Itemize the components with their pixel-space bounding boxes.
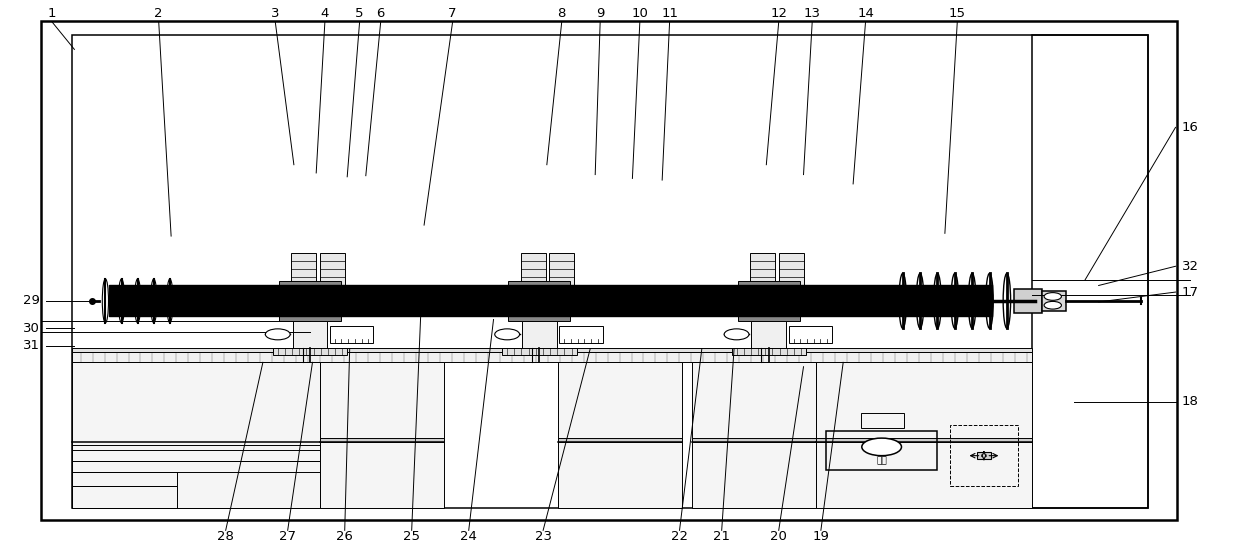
Text: 11: 11: [661, 7, 678, 20]
Bar: [72, 472, 177, 486]
Bar: [508, 281, 570, 321]
Text: 控制: 控制: [877, 456, 887, 465]
Bar: [750, 253, 775, 285]
Text: 27: 27: [279, 530, 296, 544]
Text: 20: 20: [770, 530, 787, 544]
Text: 12: 12: [770, 7, 787, 20]
Bar: [861, 413, 904, 428]
Bar: [502, 348, 577, 355]
Bar: [1042, 291, 1066, 311]
Bar: [692, 438, 816, 442]
Circle shape: [495, 329, 520, 340]
Text: 15: 15: [949, 7, 966, 20]
Text: 30: 30: [22, 322, 40, 335]
Bar: [522, 321, 557, 348]
Bar: [279, 281, 341, 321]
Bar: [1032, 35, 1148, 508]
Bar: [320, 253, 345, 285]
Text: 18: 18: [1182, 395, 1199, 408]
Text: 14: 14: [857, 7, 874, 20]
Bar: [816, 438, 1032, 442]
Bar: [751, 321, 786, 348]
Text: 6: 6: [377, 7, 384, 20]
Bar: [72, 362, 320, 508]
Bar: [320, 362, 444, 508]
Text: 32: 32: [1182, 260, 1199, 273]
Text: 8: 8: [558, 7, 565, 20]
Text: 1: 1: [48, 7, 56, 20]
Bar: [732, 348, 806, 355]
Bar: [72, 461, 320, 472]
Bar: [521, 253, 546, 285]
Bar: [72, 348, 1032, 352]
Text: 17: 17: [1182, 285, 1199, 299]
Text: 9: 9: [596, 7, 604, 20]
Text: 10: 10: [631, 7, 649, 20]
Text: 7: 7: [449, 7, 456, 20]
Bar: [72, 35, 1148, 508]
Circle shape: [1044, 293, 1061, 300]
Bar: [558, 362, 682, 508]
Bar: [826, 431, 937, 470]
Bar: [789, 326, 832, 343]
Bar: [320, 438, 444, 442]
Text: 19: 19: [812, 530, 830, 544]
Bar: [692, 362, 816, 508]
Bar: [1014, 289, 1042, 313]
Bar: [72, 450, 320, 461]
Text: 22: 22: [671, 530, 688, 544]
Bar: [273, 348, 347, 355]
Bar: [950, 425, 1018, 486]
Text: 21: 21: [713, 530, 730, 544]
Text: 4: 4: [321, 7, 329, 20]
Text: 26: 26: [336, 530, 353, 544]
Bar: [293, 321, 327, 348]
Bar: [330, 326, 373, 343]
Text: 28: 28: [217, 530, 234, 544]
Text: 3: 3: [272, 7, 279, 20]
Text: 16: 16: [1182, 121, 1199, 134]
Bar: [72, 445, 320, 508]
Text: 29: 29: [22, 294, 40, 307]
Text: 23: 23: [534, 530, 552, 544]
Bar: [779, 253, 804, 285]
Bar: [549, 253, 574, 285]
Bar: [72, 352, 1032, 362]
Circle shape: [862, 438, 901, 456]
Text: 2: 2: [155, 7, 162, 20]
Bar: [738, 281, 800, 321]
Text: 24: 24: [460, 530, 477, 544]
Bar: [291, 253, 316, 285]
Circle shape: [1044, 301, 1061, 309]
Circle shape: [724, 329, 749, 340]
Bar: [977, 452, 992, 459]
Bar: [816, 362, 1032, 508]
Text: 31: 31: [22, 339, 40, 352]
Bar: [558, 438, 682, 442]
Circle shape: [265, 329, 290, 340]
Text: 25: 25: [403, 530, 420, 544]
Text: 13: 13: [804, 7, 821, 20]
Bar: [559, 326, 603, 343]
Bar: [72, 486, 177, 508]
Text: 5: 5: [356, 7, 363, 20]
